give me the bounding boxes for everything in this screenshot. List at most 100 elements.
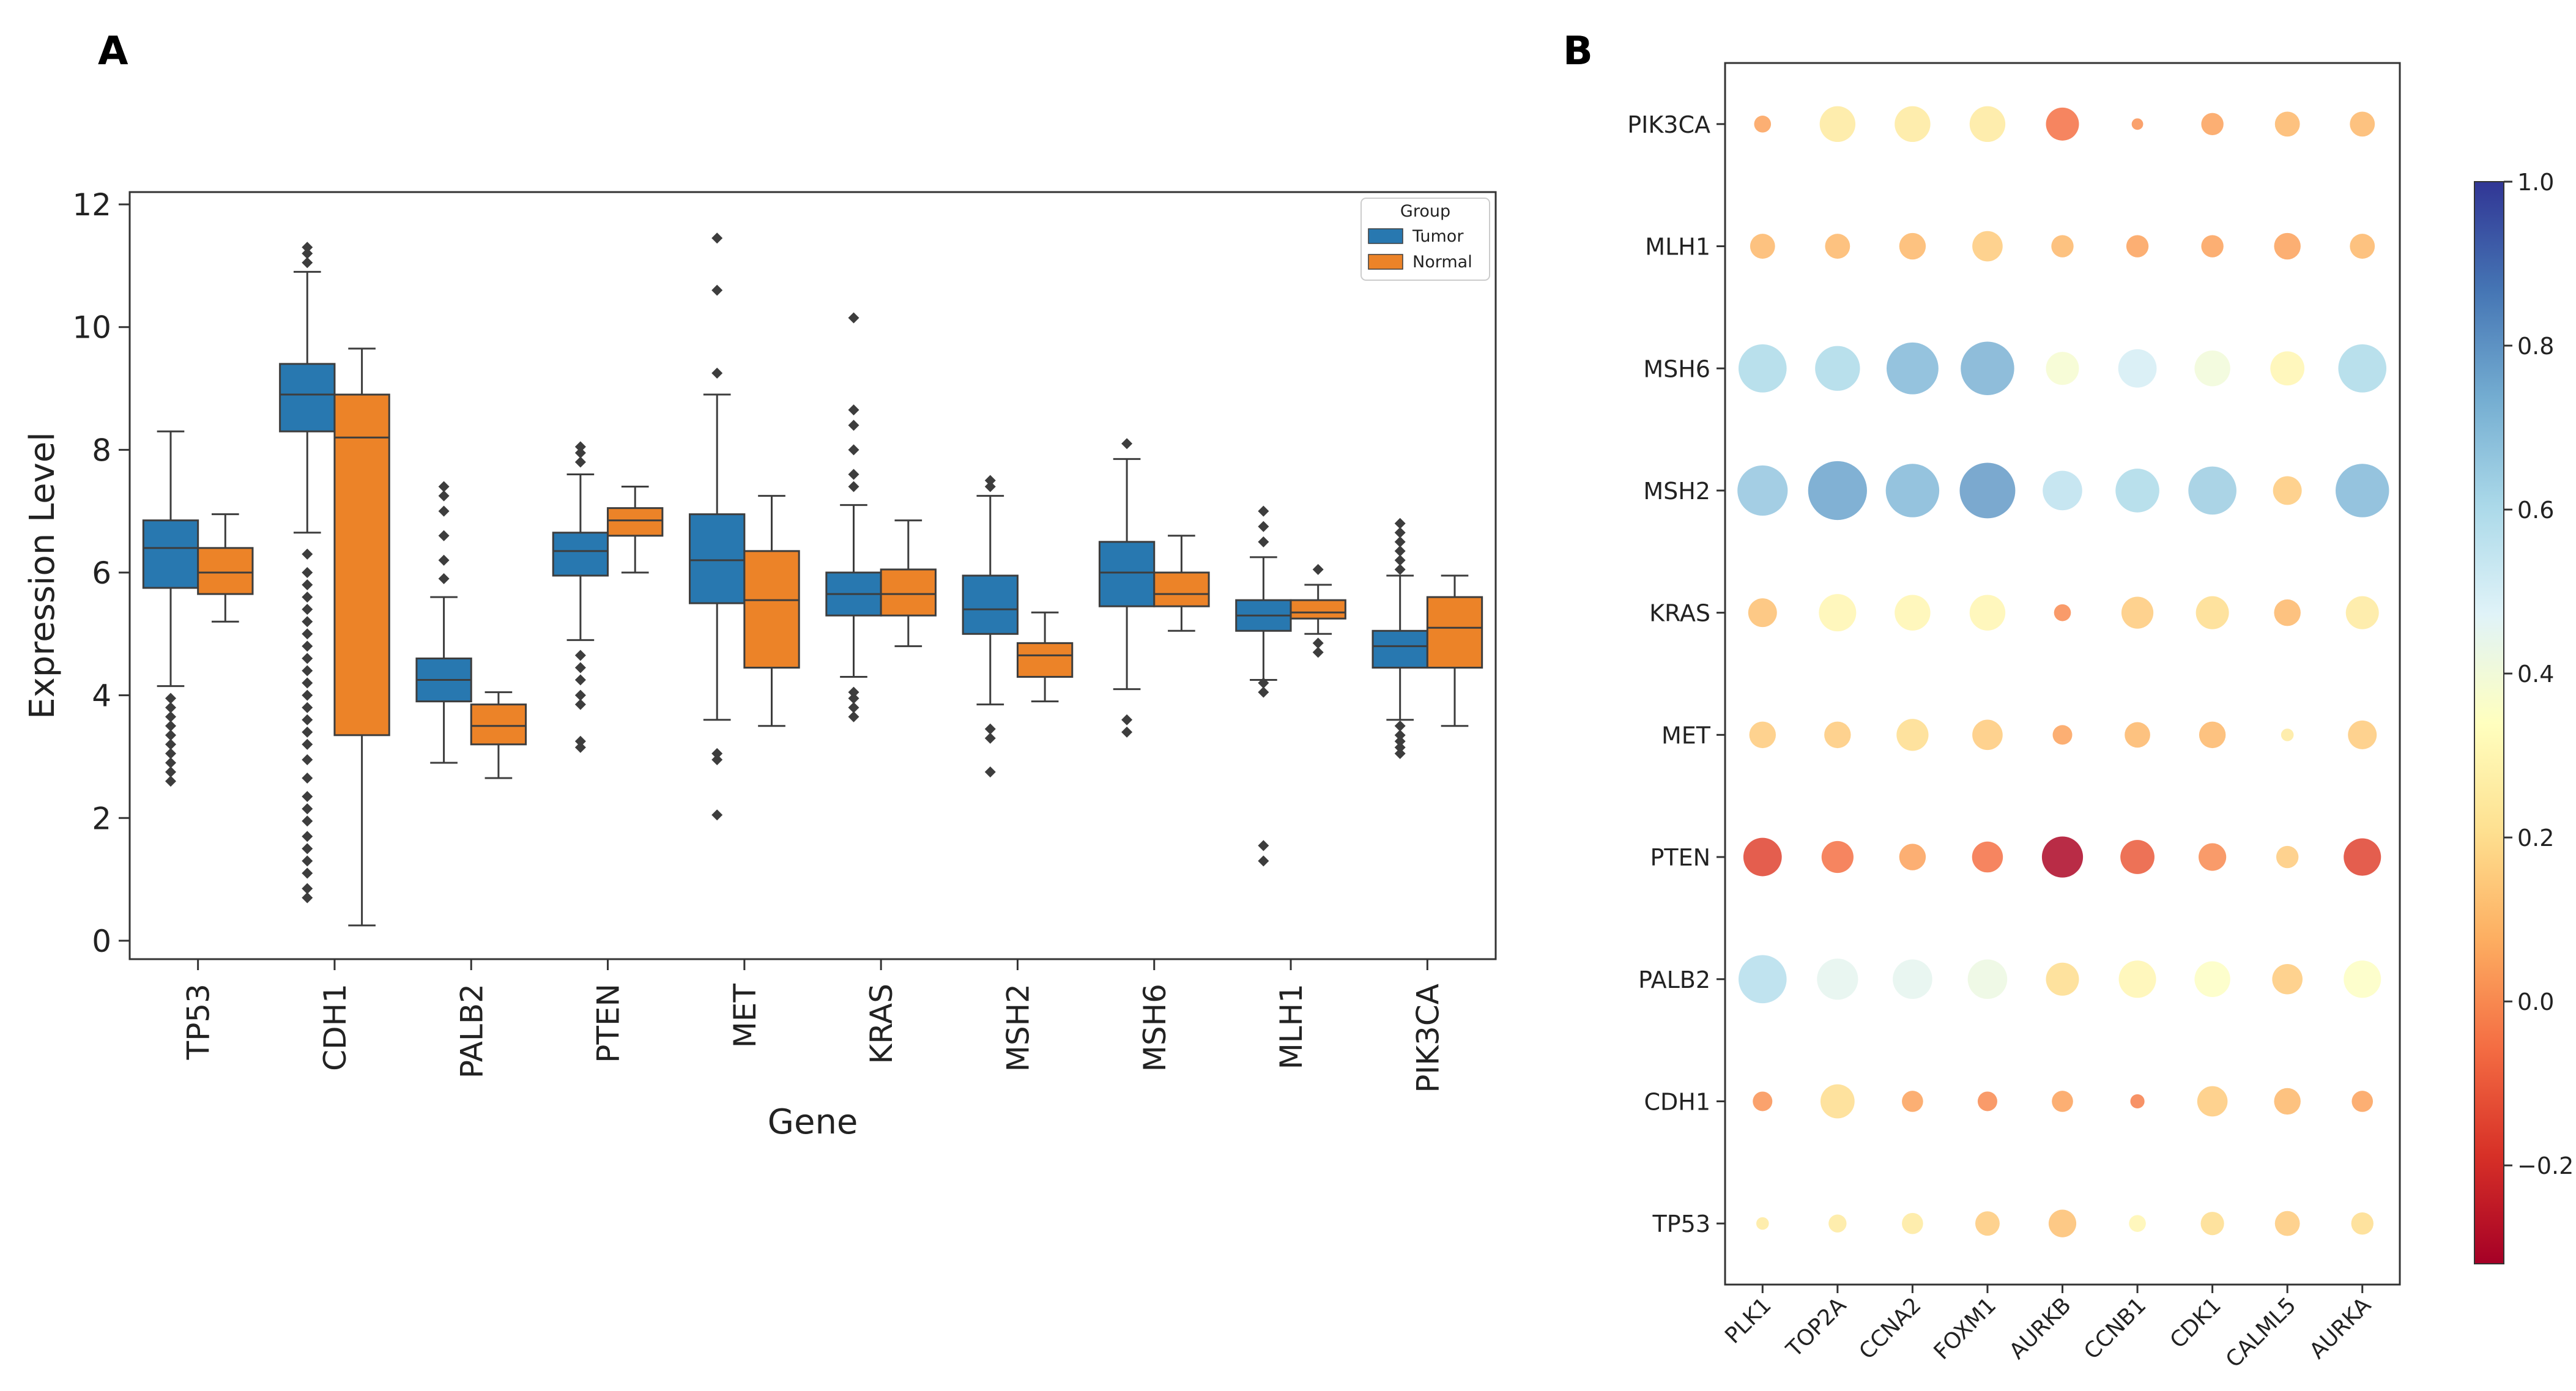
dot-mlh1-ccna2 [1899,232,1926,260]
colorbar-tick-label: 0.8 [2517,333,2554,360]
dot-mlh1-aurka [2350,234,2375,259]
outlier-point [1394,729,1406,741]
dot-palb2-top2a [1817,959,1858,1000]
outlier-point [302,738,313,750]
dot-pten-cdk1 [2199,843,2227,871]
x-tick-label: MSH6 [1137,984,1173,1072]
colorbar-tick-label: 0.6 [2517,497,2554,524]
dot-msh2-top2a [1808,461,1867,521]
outlier-point [302,616,313,628]
colorbar-tick-label: 0.4 [2517,661,2554,688]
outlier-point [165,766,176,778]
dot-msh2-plk1 [1737,465,1788,516]
outlier-point [302,257,313,269]
dot-cdh1-plk1 [1753,1091,1773,1111]
dot-kras-ccna2 [1895,595,1931,631]
outlier-point [302,604,313,615]
outlier-point [1312,637,1324,649]
x-tick-label: MLH1 [1274,984,1309,1069]
outlier-point [165,711,176,722]
box-tumor-tp53 [142,519,199,589]
dot-cdh1-aurkb [2052,1091,2073,1112]
outlier-point [438,554,450,566]
box-tumor-msh2 [962,574,1019,635]
dot-kras-cdk1 [2196,596,2229,629]
outlier-point [302,714,313,725]
outlier-point [848,686,859,698]
outlier-point [302,579,313,591]
dot-pten-ccna2 [1899,844,1926,870]
outlier-point [302,548,313,560]
box-normal-tp53 [197,547,254,595]
legend-swatch-normal [1368,254,1403,270]
dot-cdh1-ccnb1 [2130,1094,2145,1109]
outlier-point [438,490,450,502]
outlier-point [1258,536,1269,547]
dot-mlh1-foxm1 [1972,231,2003,262]
outlier-point [848,692,859,704]
outlier-point [1394,517,1406,529]
dot-met-plk1 [1749,721,1776,749]
row-label: MLH1 [1645,234,1710,261]
outlier-point [302,803,313,815]
dot-cdh1-cdk1 [2197,1086,2228,1117]
outlier-point [848,404,859,416]
dot-msh2-ccna2 [1885,464,1940,517]
outlier-point [302,665,313,677]
outlier-point [574,456,586,468]
outlier-point [711,809,723,821]
outlier-point [574,689,586,701]
outlier-point [574,650,586,661]
col-label: CDK1 [2166,1293,2226,1353]
outlier-point [1121,714,1133,725]
outlier-point [302,855,313,867]
dot-kras-top2a [1819,594,1857,632]
dot-pten-plk1 [1743,837,1782,877]
dot-pik3ca-foxm1 [1969,106,2006,143]
outlier-point [1312,563,1324,575]
outlier-point [1394,747,1406,759]
dot-pik3ca-ccnb1 [2131,118,2144,130]
dot-palb2-cdk1 [2194,961,2230,997]
dot-pik3ca-aurkb [2046,107,2079,141]
outlier-point [302,791,313,803]
outlier-point [711,232,723,244]
outlier-point [1258,505,1269,517]
outlier-point [302,726,313,738]
box-tumor-met [689,513,746,604]
y-tick-label: 12 [72,187,111,223]
dot-cdh1-ccna2 [1902,1091,1923,1112]
row-label: CDH1 [1644,1088,1710,1115]
outlier-point [438,530,450,541]
x-tick-label: PALB2 [454,984,489,1078]
y-tick-label: 2 [92,801,111,836]
row-label: TP53 [1652,1211,1710,1237]
y-tick-label: 10 [72,310,111,346]
outlier-point [165,757,176,768]
outlier-point [984,723,996,735]
outlier-point [1394,735,1406,747]
outlier-point [302,689,313,701]
dot-msh2-calml5 [2273,476,2302,505]
dot-tp53-top2a [1828,1214,1847,1233]
outlier-point [984,475,996,486]
dot-met-calml5 [2281,729,2294,741]
dot-palb2-ccnb1 [2118,960,2156,998]
dot-pik3ca-top2a [1819,106,1856,143]
dot-mlh1-cdk1 [2201,235,2224,258]
box-normal-mlh1 [1290,599,1346,620]
dot-msh6-foxm1 [1961,341,2014,395]
dot-tp53-plk1 [1756,1217,1769,1230]
dot-msh2-aurka [2336,464,2389,517]
dot-msh6-top2a [1815,346,1860,391]
outlier-point [574,741,586,753]
dot-met-ccna2 [1896,719,1929,751]
outlier-point [984,766,996,778]
x-axis-label: Gene [768,1102,858,1142]
dot-kras-aurka [2345,596,2379,629]
outlier-point [848,702,859,713]
outlier-point [165,747,176,759]
dot-pten-aurka [2344,838,2381,876]
box-normal-kras [880,568,937,617]
